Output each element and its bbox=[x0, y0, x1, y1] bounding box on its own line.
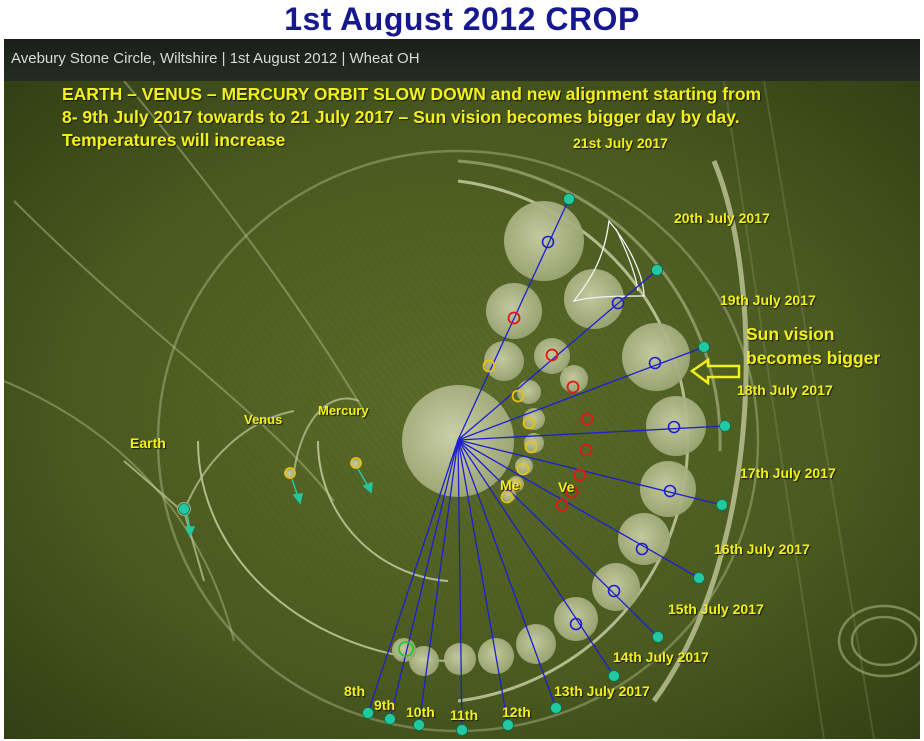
sun-vision-label-1: Sun vision bbox=[746, 324, 835, 344]
annotation-line-1: EARTH – VENUS – MERCURY ORBIT SLOW DOWN … bbox=[62, 84, 762, 104]
field-edge-ellipses bbox=[837, 604, 920, 678]
planet-direction-arrows bbox=[184, 468, 373, 538]
venus-label: Venus bbox=[244, 412, 283, 427]
crop-circle-photo: Avebury Stone Circle, Wiltshire | 1st Au… bbox=[4, 39, 920, 739]
date-label-12: 12th bbox=[502, 704, 531, 720]
photo-caption: Avebury Stone Circle, Wiltshire | 1st Au… bbox=[11, 50, 420, 67]
mercury-abbrev-label: Me bbox=[500, 477, 520, 493]
alignment-annotation: EARTH – VENUS – MERCURY ORBIT SLOW DOWN … bbox=[62, 83, 892, 152]
caption-bar: Avebury Stone Circle, Wiltshire | 1st Au… bbox=[4, 39, 920, 81]
mercury-orbit-markers bbox=[284, 359, 538, 504]
date-label-18: 18th July 2017 bbox=[737, 382, 833, 398]
date-endpoint-markers bbox=[178, 193, 731, 736]
planet-path-lines bbox=[123, 397, 360, 582]
date-label-13: 13th July 2017 bbox=[554, 683, 650, 699]
date-label-21: 21st July 2017 bbox=[573, 135, 668, 151]
date-label-15: 15th July 2017 bbox=[668, 601, 764, 617]
date-label-8: 8th bbox=[344, 683, 365, 699]
date-label-9: 9th bbox=[374, 697, 395, 713]
date-label-19: 19th July 2017 bbox=[720, 292, 816, 308]
venus-abbrev-label: Ve bbox=[558, 479, 575, 495]
earth-label: Earth bbox=[130, 435, 166, 451]
green-orbit-marker bbox=[398, 641, 414, 657]
venus-orbit-markers bbox=[507, 311, 594, 512]
date-label-16: 16th July 2017 bbox=[714, 541, 810, 557]
sun-vision-arrow bbox=[689, 357, 741, 386]
date-label-14: 14th July 2017 bbox=[613, 649, 709, 665]
date-label-20: 20th July 2017 bbox=[674, 210, 770, 226]
date-label-10: 10th bbox=[406, 704, 435, 720]
annotation-line-2: 8- 9th July 2017 towards to 21 July 2017… bbox=[62, 107, 740, 127]
blue-orbit-markers bbox=[541, 235, 681, 631]
page-title: 1st August 2012 CROP bbox=[284, 1, 640, 37]
date-label-17: 17th July 2017 bbox=[740, 465, 836, 481]
date-label-11: 11th bbox=[450, 707, 479, 723]
alignment-lines bbox=[367, 198, 726, 731]
annotation-line-3: Temperatures will increase bbox=[62, 130, 286, 150]
crop-field-image bbox=[4, 81, 920, 739]
mercury-label: Mercury bbox=[318, 403, 369, 418]
sun-vision-label-2: becomes bigger bbox=[746, 348, 881, 368]
